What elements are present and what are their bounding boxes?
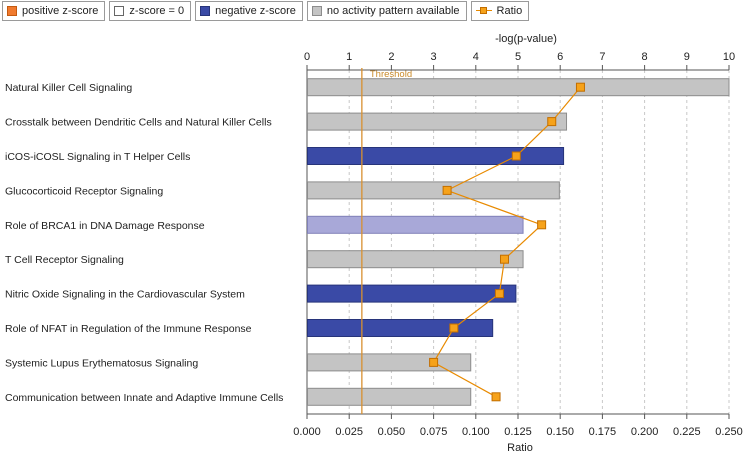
top-tick-label: 1 [346, 51, 352, 63]
bottom-tick-label: 0.200 [631, 426, 659, 438]
bar [307, 353, 472, 372]
legend-swatch [7, 6, 17, 16]
bottom-tick-label: 0.100 [462, 426, 490, 438]
category-label: Natural Killer Cell Signaling [5, 82, 132, 94]
top-tick-label: 10 [723, 51, 735, 63]
bar [307, 181, 560, 200]
bottom-tick-label: 0.250 [715, 426, 743, 438]
bottom-tick-label: 0.125 [504, 426, 532, 438]
bar [307, 284, 517, 303]
ratio-marker [575, 82, 585, 92]
legend-label: no activity pattern available [326, 5, 460, 17]
category-label: Role of NFAT in Regulation of the Immune… [5, 323, 252, 335]
ratio-line [432, 86, 581, 398]
bar [307, 78, 730, 97]
legend-label: positive z-score [22, 5, 99, 17]
bottom-tick-label: 0.000 [293, 426, 321, 438]
bar [307, 387, 472, 406]
legend-item: positive z-score [2, 1, 106, 21]
legend: positive z-score z-score = 0 negative z-sc… [2, 1, 530, 21]
bottom-tick-label: 0.075 [420, 426, 448, 438]
bar [307, 215, 524, 234]
ratio-line-icon [475, 6, 492, 16]
legend-label: negative z-score [215, 5, 296, 17]
legend-item-ratio: Ratio [470, 1, 530, 21]
bar [307, 250, 524, 269]
top-tick-label: 7 [599, 51, 605, 63]
legend-item: no activity pattern available [306, 1, 467, 21]
top-tick-label: 9 [684, 51, 690, 63]
bottom-tick-label: 0.050 [378, 426, 406, 438]
top-tick-label: 6 [557, 51, 563, 63]
bottom-tick-label: 0.150 [546, 426, 574, 438]
bottom-axis-title: Ratio [507, 442, 533, 453]
ratio-marker [494, 289, 504, 299]
top-tick-label: 4 [473, 51, 479, 63]
legend-swatch [114, 6, 125, 16]
bottom-tick-label: 0.225 [673, 426, 701, 438]
category-label: Glucocorticoid Receptor Signaling [5, 185, 163, 197]
category-label: Systemic Lupus Erythematosus Signaling [5, 357, 198, 369]
threshold-label: Threshold [370, 69, 412, 80]
top-tick-label: 0 [304, 51, 310, 63]
ratio-marker [537, 220, 547, 230]
legend-item: z-score = 0 [109, 1, 192, 21]
top-axis-title: -log(p-value) [495, 33, 557, 45]
category-label: iCOS-iCOSL Signaling in T Helper Cells [5, 151, 190, 163]
legend-label: z-score = 0 [129, 5, 185, 17]
ratio-marker [429, 357, 439, 367]
ratio-marker [442, 185, 452, 195]
top-tick-label: 2 [388, 51, 394, 63]
category-label: Role of BRCA1 in DNA Damage Response [5, 220, 205, 232]
category-label: Nitric Oxide Signaling in the Cardiovasc… [5, 289, 245, 301]
legend-label: Ratio [496, 5, 523, 17]
legend-item: negative z-score [195, 1, 303, 21]
ratio-marker [547, 117, 557, 127]
category-label: Communication between Innate and Adaptiv… [5, 392, 283, 404]
top-tick-label: 8 [642, 51, 648, 63]
ratio-marker [511, 151, 521, 161]
legend-swatch [311, 6, 322, 16]
top-tick-label: 5 [515, 51, 521, 63]
bar [307, 112, 568, 131]
category-label: Crosstalk between Dendritic Cells and Na… [5, 117, 272, 129]
bottom-tick-label: 0.175 [589, 426, 617, 438]
ratio-marker [449, 323, 459, 333]
bar [307, 147, 565, 165]
bar [307, 319, 494, 337]
bottom-tick-label: 0.025 [335, 426, 363, 438]
ratio-marker [499, 254, 509, 264]
category-label: T Cell Receptor Signaling [5, 254, 124, 266]
top-tick-label: 3 [431, 51, 437, 63]
ratio-marker [491, 392, 501, 402]
legend-swatch [200, 6, 211, 16]
